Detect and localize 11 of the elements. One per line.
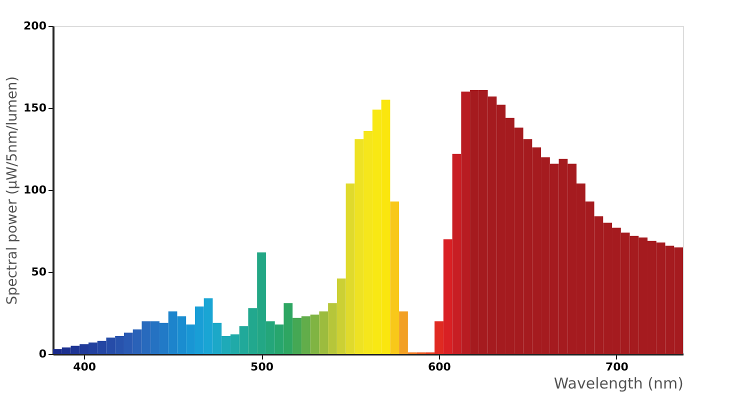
x-tick-label: 700 — [605, 360, 629, 374]
x-tick-label: 600 — [428, 360, 452, 374]
y-axis-title: Spectral power (μW/5nm/lumen) — [4, 76, 21, 305]
y-tick-label: 200 — [24, 20, 47, 32]
x-tick-label: 400 — [73, 360, 96, 374]
x-axis-title: Wavelength (nm) — [554, 374, 684, 392]
y-tick-label: 150 — [24, 102, 47, 114]
x-tick-label: 500 — [250, 360, 274, 374]
y-tick-label: 50 — [31, 266, 47, 278]
y-tick-label: 0 — [38, 348, 47, 360]
y-tick-label: 100 — [24, 184, 47, 196]
